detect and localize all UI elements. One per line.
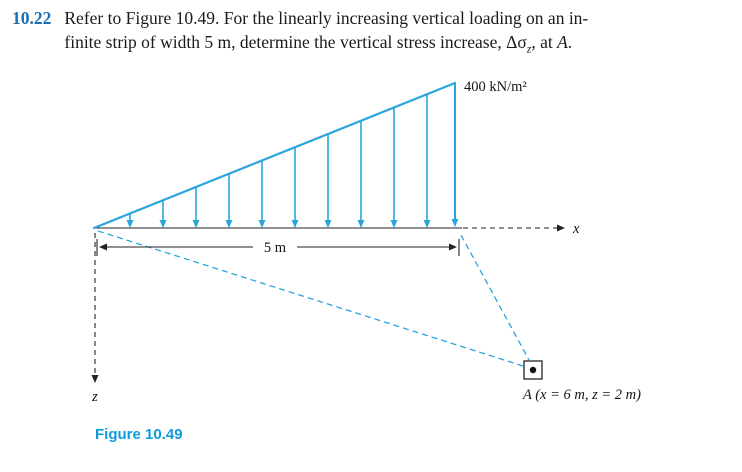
- problem-text: Refer to Figure 10.49. For the linearly …: [64, 6, 588, 59]
- point-a-label: A (x = 6 m, z = 2 m): [522, 387, 641, 403]
- dashed-line-right-edge-to-A: [460, 234, 530, 361]
- problem-text-line1: Refer to Figure 10.49. For the linearly …: [64, 8, 589, 28]
- point-a-marker: [523, 360, 543, 380]
- problem-number: 10.22: [12, 8, 52, 28]
- figure-10-49: 400 kN/m² 5 m x z A (x = 6 m, z = 2 m): [91, 79, 641, 405]
- dashed-line-left-edge-to-A: [97, 230, 524, 367]
- point-a-dot: [529, 366, 537, 374]
- width-dimension-label: 5 m: [264, 240, 287, 256]
- width-dimension: 5 m: [96, 239, 460, 256]
- point-a-reference: A: [557, 32, 568, 53]
- sigma-subscript: z: [526, 43, 532, 56]
- load-magnitude-label: 400 kN/m²: [464, 79, 527, 95]
- load-arrows: [126, 94, 431, 228]
- delta-sigma-symbol: Δσ: [506, 32, 527, 53]
- problem-statement: 10.22 Refer to Figure 10.49. For the lin…: [12, 6, 588, 59]
- figure-caption: Figure 10.49: [95, 426, 183, 443]
- load-envelope-line: [92, 81, 457, 230]
- x-axis-label: x: [572, 221, 580, 237]
- z-axis-label: z: [91, 389, 98, 405]
- problem-text-line2: finite strip of width 5 m, determine the…: [64, 32, 573, 56]
